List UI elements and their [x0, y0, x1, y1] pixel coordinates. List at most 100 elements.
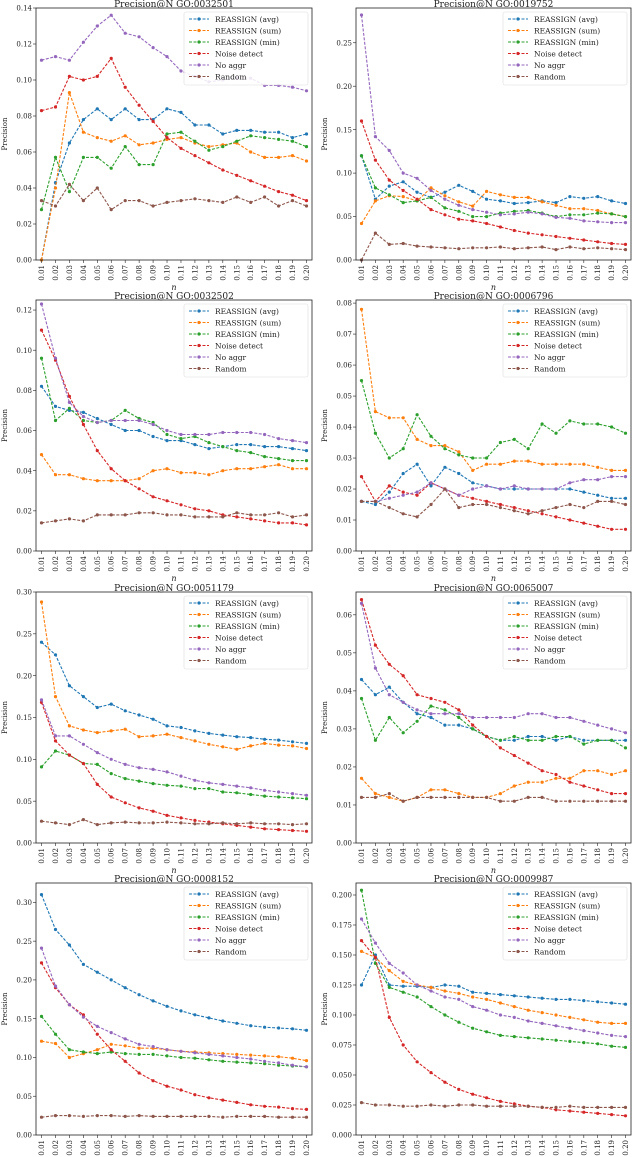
data-point [277, 130, 281, 134]
data-point [623, 496, 628, 500]
x-tick-label: 0.13 [525, 1140, 533, 1156]
data-point [249, 1057, 253, 1061]
y-tick-label: 0.12 [16, 307, 32, 315]
data-point [526, 795, 530, 800]
legend-label: Random [534, 656, 566, 665]
data-point [137, 477, 141, 481]
data-point [373, 1103, 377, 1107]
x-tick-label: 0.03 [66, 265, 74, 281]
data-point [429, 186, 433, 190]
data-point [443, 1104, 447, 1108]
legend-label: REASSIGN (avg) [215, 307, 279, 316]
data-point [53, 155, 58, 159]
legend-marker [516, 949, 520, 954]
plot-frame [355, 591, 632, 844]
data-point [137, 487, 141, 491]
x-tick-label: 0.15 [553, 556, 561, 572]
data-point [39, 328, 44, 332]
data-point [582, 521, 586, 525]
legend-marker [197, 320, 201, 325]
data-point [109, 118, 113, 122]
data-point [193, 471, 197, 475]
data-point [471, 456, 475, 460]
chart-title: Precision@N GO:0032502 [114, 292, 234, 302]
y-tick-label: 0.30 [16, 589, 32, 597]
data-point [193, 778, 197, 782]
data-point [498, 715, 502, 720]
series-line-1 [361, 953, 626, 1005]
data-point [67, 1003, 71, 1007]
x-tick-label: 0.14 [539, 847, 547, 863]
data-point [415, 712, 419, 716]
data-point [39, 199, 44, 203]
data-point [67, 724, 71, 728]
data-point [596, 240, 600, 244]
y-tick-label: 0.01 [336, 802, 352, 810]
chart-title: Precision@N GO:0008152 [114, 875, 234, 885]
legend-marker [516, 601, 520, 605]
data-point [568, 776, 572, 780]
data-point [151, 119, 155, 123]
legend-label: Random [215, 364, 247, 373]
data-point [249, 128, 253, 132]
data-point [109, 757, 113, 761]
y-tick-label: 0.175 [332, 922, 352, 930]
data-point [485, 715, 489, 720]
y-tick-label: 0.08 [16, 387, 32, 395]
data-point [249, 825, 253, 829]
data-point [526, 231, 530, 235]
data-point [457, 183, 461, 187]
x-tick-label: 0.17 [580, 265, 588, 281]
data-point [235, 1100, 239, 1104]
x-tick-label: 0.12 [191, 848, 199, 864]
data-point [221, 515, 225, 519]
data-point [151, 141, 155, 145]
chart-panel-1: Precision@N GO:0032501 0.00 0.02 0.04 0.06 0.… [1, 0, 313, 292]
data-point [207, 473, 211, 477]
data-point [39, 1014, 44, 1019]
legend-label: REASSIGN (sum) [534, 26, 600, 35]
data-point [582, 742, 586, 746]
x-axis-label: n [171, 574, 176, 583]
data-point [81, 410, 85, 414]
data-point [263, 136, 267, 140]
chart-title: Precision@N GO:0032501 [114, 0, 234, 10]
data-point [221, 168, 225, 172]
data-point [415, 995, 419, 999]
data-point [207, 148, 211, 152]
data-point [498, 440, 502, 445]
data-point [540, 1037, 544, 1041]
data-point [623, 738, 628, 742]
data-point [137, 418, 141, 423]
data-point [39, 1115, 44, 1119]
data-point [554, 715, 558, 720]
x-tick-label: 0.13 [525, 265, 533, 281]
data-point [512, 1104, 516, 1108]
data-point [165, 732, 169, 736]
x-tick-label: 0.03 [66, 556, 74, 572]
data-point [277, 1105, 281, 1109]
series-line-5 [361, 918, 626, 1038]
x-tick-label: 0.19 [608, 265, 616, 281]
legend-label: No aggr [215, 645, 247, 654]
y-tick-label: 0.02 [16, 507, 32, 515]
y-tick-label: 0.00 [16, 257, 32, 265]
data-point [179, 503, 183, 507]
chart-panel-2: Precision@N GO:0019752 0.00 0.05 0.10 0.15 0.… [321, 0, 632, 292]
y-tick-label: 0.00 [336, 840, 352, 848]
data-point [165, 783, 169, 787]
series-line-4 [361, 476, 626, 530]
data-point [401, 471, 405, 476]
data-point [165, 107, 169, 111]
data-point [304, 459, 309, 463]
data-point [304, 1065, 309, 1069]
chart-panel-5: Precision@N GO:0051179 0.00 0.05 0.10 0.15 0.… [1, 584, 313, 875]
x-tick-label: 0.19 [289, 265, 297, 281]
data-point [165, 136, 169, 140]
data-point [429, 985, 433, 990]
data-point [221, 821, 225, 825]
legend-marker [516, 63, 520, 67]
data-point [554, 1105, 558, 1109]
x-tick-label: 0.08 [136, 848, 144, 864]
data-point [263, 519, 267, 523]
